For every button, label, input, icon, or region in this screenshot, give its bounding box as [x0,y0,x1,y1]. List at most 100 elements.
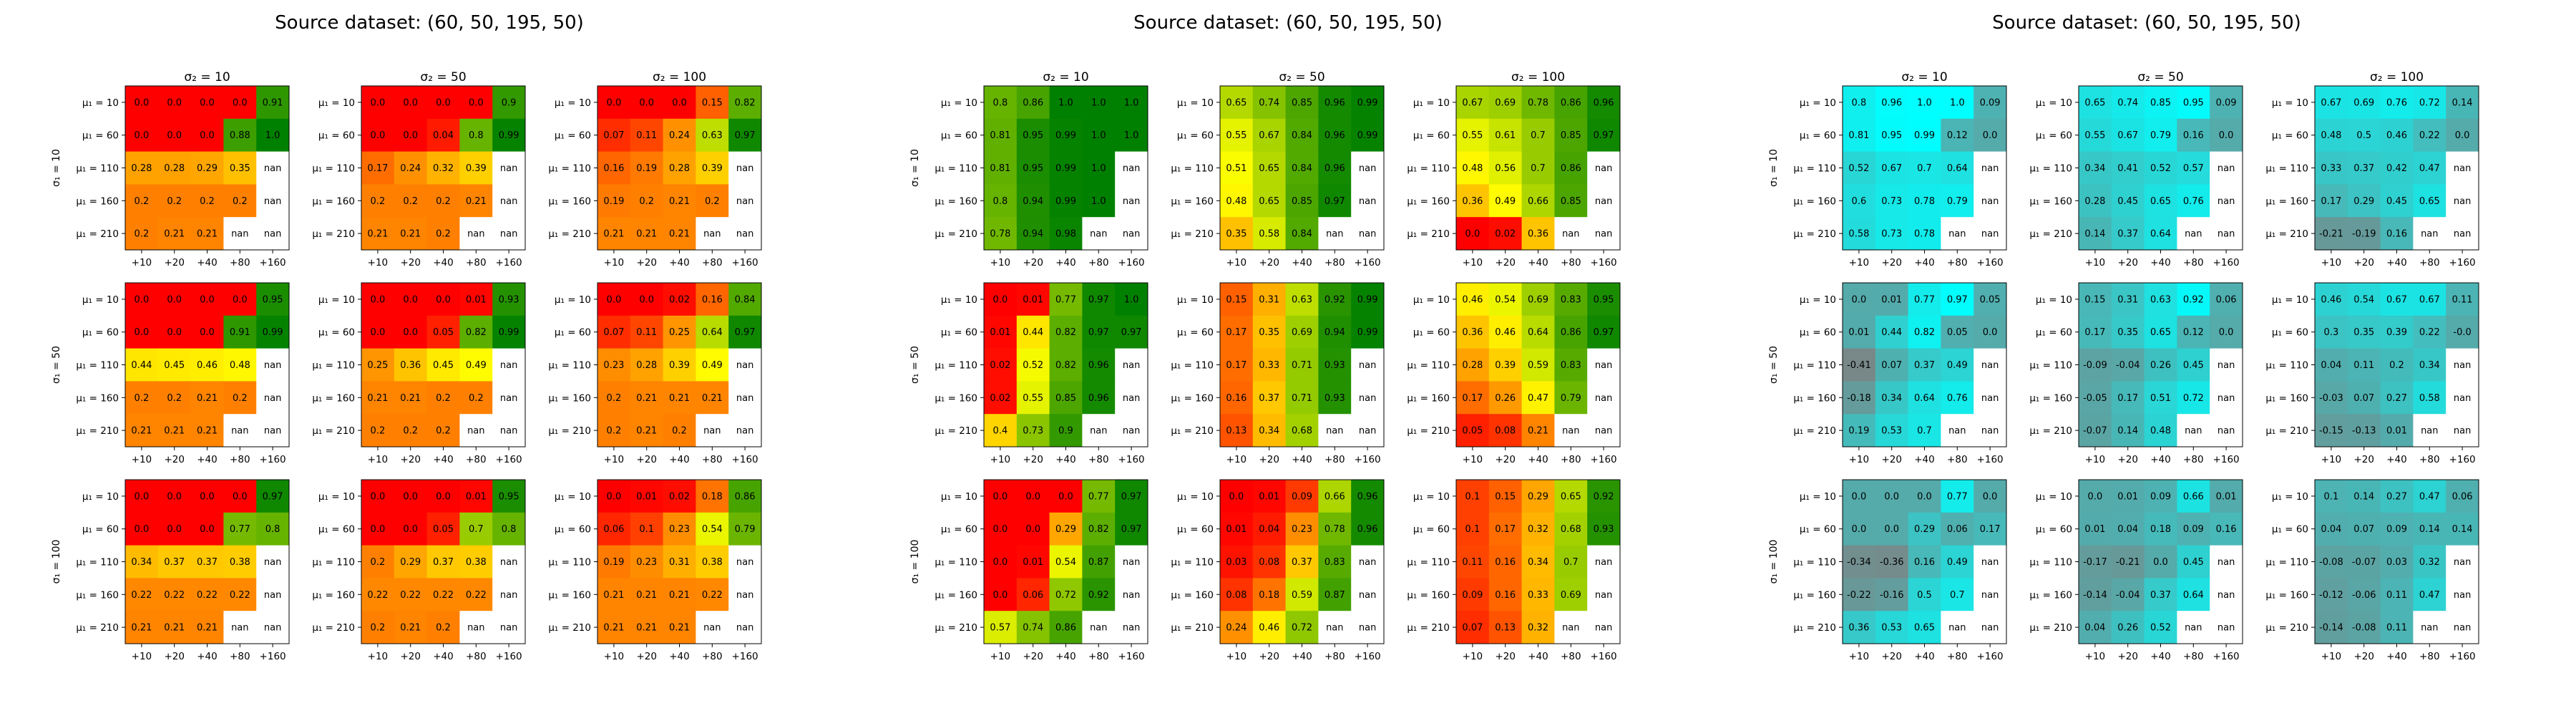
cell-value-label: 0.0 [167,97,182,108]
cell-value-label: 1.0 [1917,97,1932,108]
heatmap-cell [1908,348,1941,382]
heatmap-cell [1016,480,1050,513]
heatmap-cell [1488,217,1523,251]
x-tick-label: +80 [1088,651,1109,662]
heatmap-cell [1521,578,1555,611]
heatmap-cell [2144,348,2177,382]
heatmap-cell [459,283,493,316]
cell-value-label: 0.97 [1121,524,1142,535]
cell-value-label: 0.04 [2321,524,2341,535]
heatmap-cell [1843,118,1876,153]
cell-value-label: 0.97 [1594,327,1614,338]
cell-value-label: -0.06 [2352,590,2376,601]
heatmap-cell [1843,480,1876,513]
heatmap-cell [1908,381,1941,415]
heatmap-cell [1252,217,1287,251]
cell-value-label: 0.35 [2353,327,2374,338]
cell-value-label: 0.2 [607,393,622,404]
cell-value-label: 0.87 [1324,590,1345,601]
heatmap-cell [1252,545,1287,579]
panel-column-title: σ₂ = 50 [2137,70,2183,84]
heatmap-cell [1082,86,1116,120]
heatmap-cell [2177,512,2210,546]
cell-value-label: nan [2185,229,2202,240]
heatmap-cell [2079,414,2112,448]
heatmap-cell [1220,151,1254,185]
panel-row-label: σ₁ = 50 [51,346,62,384]
cell-value-label: 0.36 [400,360,421,371]
heatmap-cell [1908,512,1941,546]
x-tick-label: +80 [2419,651,2440,662]
cell-value-label: 0.39 [2386,327,2407,338]
cell-value-label: 0.38 [702,557,723,568]
heatmap-cell [190,545,224,579]
heatmap-cell [426,414,460,448]
heatmap-cell [361,545,395,579]
x-tick-label: +160 [732,454,758,465]
heatmap-cell [2380,151,2414,185]
cell-value-label: nan [264,557,281,568]
heatmap-cell [2111,414,2145,448]
cell-value-label: 0.64 [2183,590,2204,601]
cell-value-label: 0.5 [2356,130,2371,141]
x-tick-label: +40 [1055,454,1076,465]
y-tick-label: μ₁ = 160 [2029,195,2072,207]
heatmap-cell [1285,184,1319,218]
cell-value-label: nan [2454,393,2471,404]
heatmap-cell [1351,414,1385,448]
heatmap-cell [2347,348,2381,382]
heatmap-cell [1587,86,1621,120]
cell-value-label: 0.05 [1947,327,1968,338]
heatmap-cell [125,86,159,120]
heatmap-cell [223,545,257,579]
heatmap-cell [1908,283,1941,316]
y-tick-label: μ₁ = 10 [2272,97,2308,109]
y-tick-label: μ₁ = 110 [935,163,977,175]
y-tick-label: μ₁ = 10 [1413,491,1450,503]
cell-value-label: 0.17 [367,163,388,174]
cell-value-label: nan [1981,163,1999,174]
x-tick-label: +10 [2085,454,2106,465]
heatmap-cell [361,381,395,415]
cell-value-label: -0.15 [2319,426,2343,437]
cell-value-label: 0.0 [403,130,418,141]
heatmap-cell [1220,480,1254,513]
heatmap-cell [1587,151,1621,185]
cell-value-label: nan [2218,163,2235,174]
heatmap-cell [1220,414,1254,448]
cell-value-label: 0.22 [2419,327,2440,338]
heatmap-cell [2144,414,2177,448]
x-tick-label: +40 [433,257,454,268]
cell-value-label: 0.68 [1292,426,1312,437]
cell-value-label: nan [1326,623,1343,634]
cell-value-label: 0.9 [502,97,517,108]
cell-value-label: 0.48 [1226,196,1246,207]
heatmap-cell [1875,480,1909,513]
heatmap-cell [2177,283,2210,316]
x-tick-label: +160 [2213,454,2240,465]
cell-value-label: 0.0 [200,294,215,305]
heatmap-cell [2347,151,2381,185]
cell-value-label: -0.14 [2083,590,2107,601]
heatmap-cell [361,217,395,251]
cell-value-label: 0.65 [2419,196,2440,207]
heatmap-cell [2079,86,2112,120]
heatmap-cell [1016,414,1050,448]
cell-value-label: 0.0 [1852,491,1867,502]
cell-value-label: 0.78 [1914,229,1935,240]
cell-value-label: 0.99 [1055,163,1076,174]
heatmap-cell [256,118,290,153]
heatmap-cell [1016,512,1050,546]
heatmap-cell [426,118,460,153]
heatmap-cell [1974,86,2007,120]
cell-value-label: 0.32 [433,163,454,174]
heatmap-cell [2079,578,2112,611]
cell-value-label: 0.41 [2117,163,2138,174]
cell-value-label: nan [736,557,753,568]
heatmap-cell [1488,184,1523,218]
cell-value-label: 0.65 [1259,163,1279,174]
heatmap-cell [1115,512,1148,546]
heatmap-cell [157,578,192,611]
x-tick-label: +20 [1881,257,1902,268]
x-tick-label: +80 [2419,454,2440,465]
